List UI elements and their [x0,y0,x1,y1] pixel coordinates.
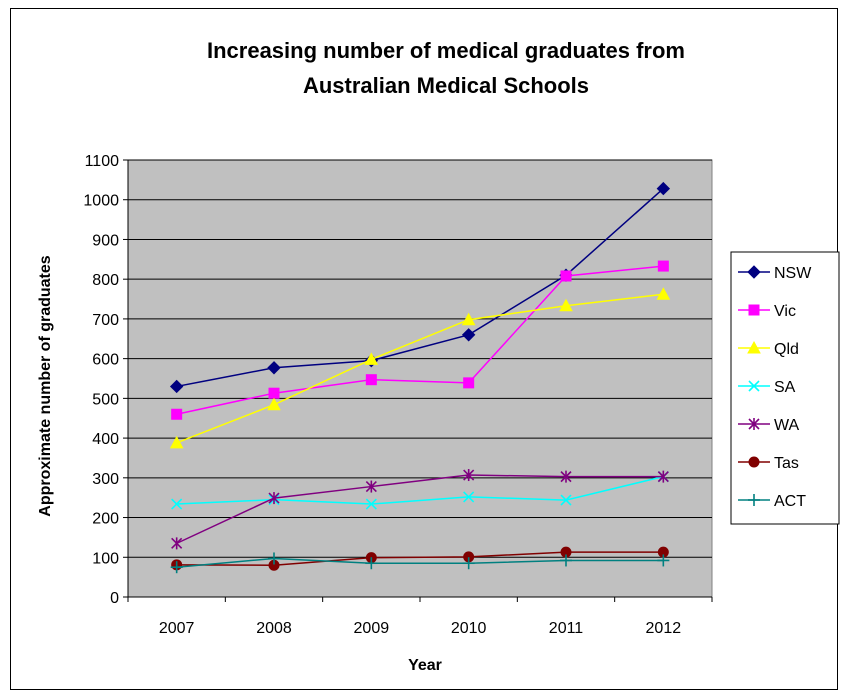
y-axis-title: Approximate number of graduates [37,255,54,516]
series-group [169,181,671,574]
data-point [364,352,379,365]
chart-title: Increasing number of medical graduates f… [207,38,685,98]
data-point [171,498,183,510]
legend-label: WA [774,417,800,434]
legend-marker [748,304,760,316]
data-point [171,537,183,550]
x-axis-title: Year [408,657,442,674]
data-point [268,552,280,565]
legend-label: Qld [774,341,799,358]
y-tick-label: 0 [110,590,119,607]
data-point [365,374,377,386]
series-line-qld [176,293,664,444]
y-tick-label: 1000 [83,193,119,210]
data-point [268,387,280,399]
legend-marker [748,380,760,392]
x-tick-label: 2011 [549,620,584,637]
data-point [267,397,281,411]
data-point [657,470,669,483]
legend-item-sa: SA [738,379,796,396]
data-point [560,270,572,282]
y-tick-label: 700 [92,312,119,329]
data-point [365,498,377,510]
data-point [365,557,378,570]
data-point [365,480,377,493]
legend-label: Tas [774,455,799,472]
data-point [169,379,184,394]
series-qld [169,287,671,449]
data-point [171,408,183,420]
x-tick-label: 2010 [451,620,487,637]
data-point [559,298,573,312]
legend-label: ACT [774,493,806,510]
chart-title-line-2: Australian Medical Schools [303,73,589,98]
series-nsw [169,181,671,394]
series-line-sa [176,475,664,505]
data-point [461,312,476,326]
data-point [656,287,671,300]
data-point [462,557,475,570]
data-point [463,469,475,482]
data-point [657,554,670,567]
y-tick-label: 900 [92,232,119,249]
legend-label: NSW [774,265,812,282]
chart-title-line-1: Increasing number of medical graduates f… [207,38,685,63]
data-point [560,470,572,483]
y-tick-label: 500 [92,391,119,408]
y-tick-label: 200 [92,511,119,528]
series-line-tas [176,551,664,566]
series-line-nsw [176,188,664,388]
legend-item-vic: Vic [738,303,796,320]
data-point [461,328,476,342]
data-point [657,260,669,272]
data-point [170,561,183,574]
data-point [656,181,671,196]
legend-label: SA [774,379,796,396]
legend-marker [747,340,761,354]
series-vic [171,260,669,420]
y-tick-label: 300 [92,471,119,488]
legend-item-qld: Qld [738,340,799,358]
data-point [560,494,572,506]
data-point [463,377,475,389]
x-axis-ticks: 2007 2008 2009 2010 2011 2012 [127,597,713,637]
y-tick-label: 100 [92,550,119,567]
legend-box [730,251,840,525]
legend-label: Vic [774,303,796,320]
x-tick-label: 2012 [646,620,682,637]
gridlines [128,159,712,558]
legend-marker [747,265,761,279]
legend-item-act: ACT [738,493,806,510]
x-tick-label: 2008 [256,620,292,637]
y-tick-label: 400 [92,431,119,448]
data-point [268,492,280,505]
x-tick-label: 2007 [159,620,195,637]
legend-marker [748,456,760,468]
legend-marker [748,418,760,430]
series-act [170,552,670,574]
y-tick-label: 1100 [85,153,120,170]
legend-item-nsw: NSW [738,265,812,282]
y-tick-label: 600 [92,352,119,369]
data-point [169,435,184,449]
series-line-act [176,557,664,568]
data-point [267,361,281,375]
y-axis-ticks: 0 100 200 300 400 500 600 700 800 900 1000 1100 [83,153,128,607]
y-tick-label: 800 [92,272,119,289]
legend-item-wa: WA [738,417,800,434]
legend-item-tas: Tas [738,455,799,472]
legend-marker [748,494,760,506]
data-point [560,554,572,567]
series-line-vic [176,265,664,415]
data-point [463,491,475,503]
series-wa [171,469,669,550]
series-line-wa [176,474,664,545]
x-tick-label: 2009 [354,620,390,637]
legend: NSW Vic Qld SA WA Tas ACT [730,251,840,525]
